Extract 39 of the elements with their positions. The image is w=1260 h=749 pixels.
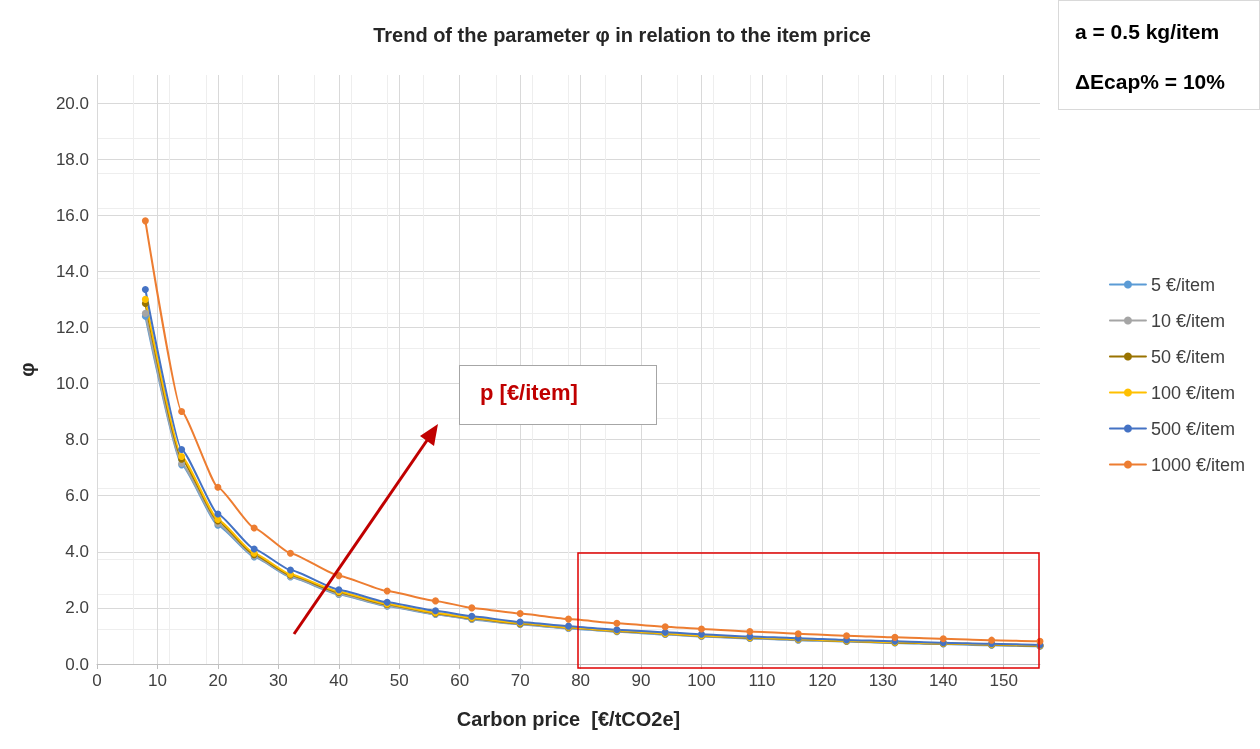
y-tick-label: 12.0 [55, 317, 89, 337]
y-tick-label: 6.0 [65, 486, 89, 506]
y-tick-label: 4.0 [65, 542, 89, 562]
x-tick-label: 80 [571, 671, 591, 690]
x-tick-label: 10 [147, 671, 167, 690]
legend-label: 1000 €/item [1150, 454, 1245, 475]
legend-label: 10 €/item [1150, 310, 1225, 331]
x-tick-label: 30 [268, 671, 288, 690]
chart-title: Trend of the parameter φ in relation to the item price [373, 24, 871, 46]
y-axis-title: φ [16, 362, 38, 377]
legend-label: 100 €/item [1150, 382, 1235, 403]
y-tick-label: 2.0 [65, 598, 89, 618]
x-tick-label: 0 [92, 671, 102, 690]
x-tick-label: 50 [389, 671, 409, 690]
x-tick-label: 140 [929, 671, 958, 690]
x-tick-label: 20 [208, 671, 228, 690]
text: a = 0.5 kg/item [1075, 20, 1220, 44]
legend-label: 500 €/item [1150, 418, 1235, 439]
y-tick-label: 8.0 [65, 430, 89, 450]
x-axis-title: Carbon price [€/tCO2e] [456, 708, 681, 730]
y-tick-label: 10.0 [55, 374, 89, 394]
x-tick-label: 120 [808, 671, 837, 690]
x-tick-label: 150 [989, 671, 1018, 690]
x-tick-label: 100 [687, 671, 716, 690]
y-tick-label: 20.0 [55, 93, 89, 113]
x-tick-label: 130 [868, 671, 898, 690]
y-tick-label: 16.0 [55, 205, 89, 225]
x-tick-label: 70 [510, 671, 530, 690]
x-tick-label: 110 [748, 671, 776, 690]
annotation: p [€/item] [480, 380, 578, 406]
legend-label: 50 €/item [1150, 346, 1225, 367]
y-tick-label: 0.0 [65, 654, 89, 674]
x-tick-label: 90 [631, 671, 651, 690]
x-tick-label: 60 [450, 671, 470, 690]
y-tick-label: 14.0 [55, 261, 89, 281]
legend-label: 5 €/item [1150, 274, 1215, 295]
x-tick-label: 40 [329, 671, 349, 690]
text: ΔEcap% = 10% [1075, 70, 1225, 94]
y-tick-label: 18.0 [55, 149, 89, 169]
